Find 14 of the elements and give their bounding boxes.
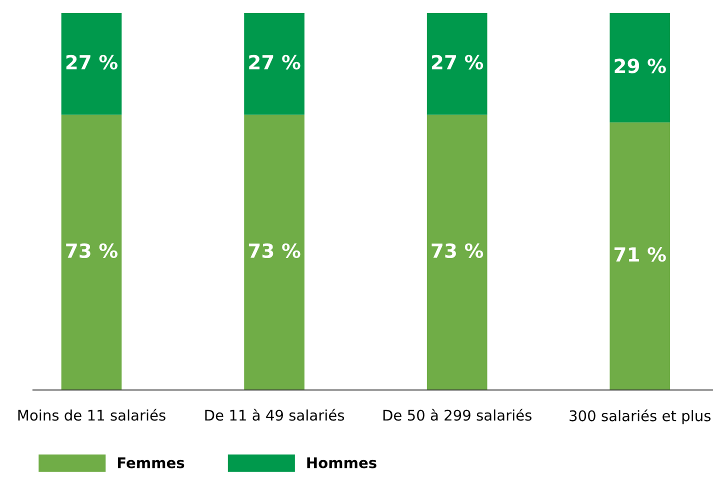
legend-label: Femmes (118, 457, 184, 468)
data-label: 27 % (66, 54, 118, 70)
data-label: 27 % (432, 54, 484, 70)
data-label: 73 % (66, 243, 118, 258)
x-tick-label: 300 salariés et plus (570, 409, 711, 424)
x-tick-label: Moins de 11 salariés (18, 408, 166, 421)
data-label: 27 % (249, 54, 300, 70)
data-label: 29 % (614, 58, 666, 74)
x-tick-label: De 50 à 299 salariés (383, 408, 532, 421)
x-tick-label: De 11 à 49 salariés (205, 408, 344, 421)
data-label: 73 % (432, 243, 484, 258)
legend-label: Hommes (307, 457, 376, 468)
data-label: 73 % (248, 243, 300, 258)
data-label: 71 % (614, 247, 666, 262)
